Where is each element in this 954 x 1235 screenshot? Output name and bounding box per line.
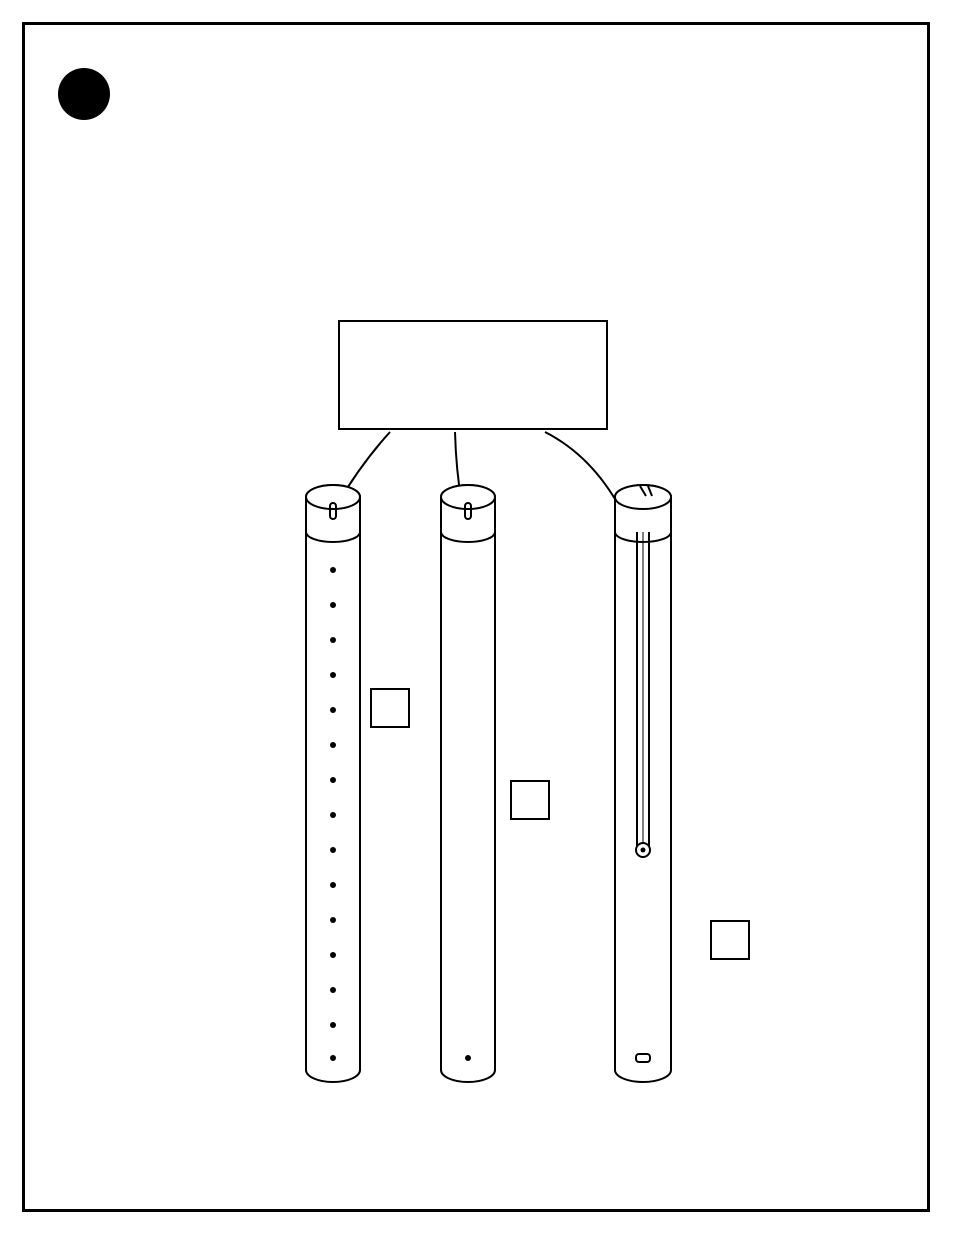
pole-channel	[612, 470, 674, 1085]
pole-plain	[438, 470, 498, 1085]
pole-perforated	[303, 470, 363, 1085]
page	[0, 0, 954, 1235]
label-box-2	[510, 780, 550, 820]
label-box-1	[370, 688, 410, 728]
label-box-3	[710, 920, 750, 960]
